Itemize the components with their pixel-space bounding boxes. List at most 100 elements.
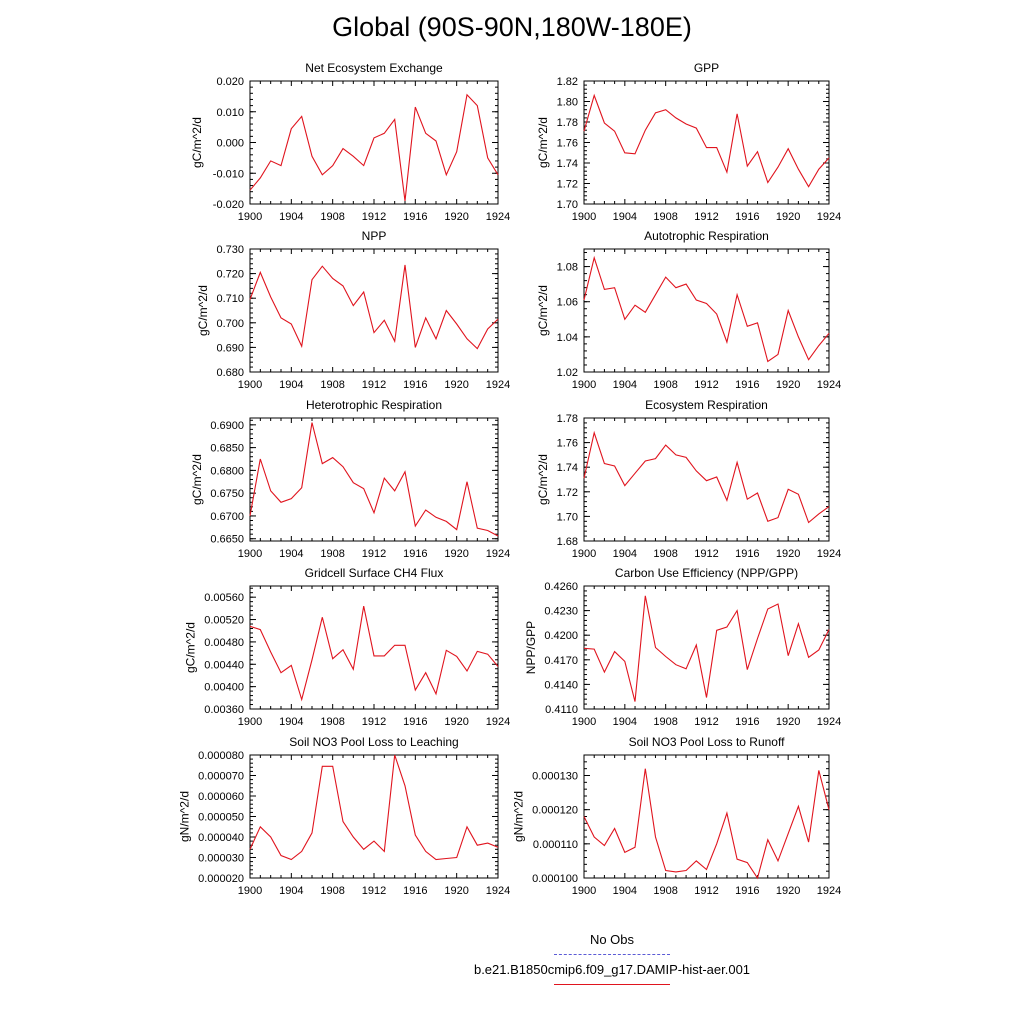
x-tick-label: 1904 <box>279 379 303 391</box>
y-axis-label: gC/m^2/d <box>184 622 198 673</box>
y-tick-label: 0.000030 <box>198 853 244 865</box>
chart-panel: 1900 1904 1908 1912 1916 1920 1924 0.000100 0.00… <box>511 735 841 897</box>
y-axis-label: gC/m^2/d <box>190 117 204 168</box>
legend-line-model-run <box>554 984 670 985</box>
legend-line-no-obs <box>554 954 670 955</box>
y-tick-label: 1.08 <box>557 262 578 274</box>
y-axis-label: gC/m^2/d <box>536 117 550 168</box>
y-tick-label: 0.680 <box>216 367 244 379</box>
x-tick-label: 1920 <box>776 548 800 560</box>
x-tick-label: 1912 <box>362 885 386 897</box>
y-tick-label: 1.74 <box>557 158 578 170</box>
y-tick-label: 0.4260 <box>544 581 578 593</box>
x-tick-label: 1916 <box>403 885 427 897</box>
chart-panel: 1900 1904 1908 1912 1916 1920 1924 1.68 1.70 1.72… <box>536 398 841 560</box>
x-tick-label: 1912 <box>694 885 718 897</box>
y-tick-label: 1.76 <box>557 138 578 150</box>
y-tick-label: 0.6800 <box>210 465 244 477</box>
y-tick-label: 0.000100 <box>532 873 578 885</box>
y-tick-label: 1.68 <box>557 536 578 548</box>
y-tick-label: 1.78 <box>557 413 578 425</box>
y-tick-label: 0.000060 <box>198 791 244 803</box>
x-tick-label: 1920 <box>444 211 468 223</box>
y-axis-label: NPP/GPP <box>524 621 538 674</box>
x-tick-label: 1916 <box>403 716 427 728</box>
y-tick-label: 0.000070 <box>198 771 244 783</box>
chart-title: Gridcell Surface CH4 Flux <box>305 566 444 580</box>
x-tick-label: 1900 <box>572 548 596 560</box>
x-tick-label: 1912 <box>362 716 386 728</box>
y-tick-label: 0.000 <box>216 138 244 150</box>
x-tick-label: 1916 <box>403 211 427 223</box>
y-tick-label: 0.020 <box>216 76 244 88</box>
chart-panel: 1900 1904 1908 1912 1916 1920 1924 1.70 1.72 1.74… <box>536 61 841 223</box>
x-tick-label: 1916 <box>403 548 427 560</box>
x-tick-label: 1904 <box>279 548 303 560</box>
y-tick-label: 1.70 <box>557 199 578 211</box>
y-tick-label: 0.6700 <box>210 511 244 523</box>
x-tick-label: 1916 <box>735 716 759 728</box>
x-tick-label: 1924 <box>486 716 510 728</box>
x-tick-label: 1904 <box>279 716 303 728</box>
y-axis-label: gC/m^2/d <box>536 285 550 336</box>
y-tick-label: 0.4140 <box>544 679 578 691</box>
chart-panel: 1900 1904 1908 1912 1916 1920 1924 0.00360 0.004… <box>184 566 511 728</box>
x-tick-label: 1904 <box>613 885 637 897</box>
x-tick-label: 1900 <box>238 548 262 560</box>
series-line <box>583 93 830 188</box>
y-tick-label: 0.6650 <box>210 534 244 546</box>
x-tick-label: 1920 <box>444 885 468 897</box>
y-tick-label: 0.710 <box>216 293 244 305</box>
legend-label-no-obs: No Obs <box>589 932 635 947</box>
y-tick-label: 0.00560 <box>204 592 244 604</box>
x-tick-label: 1916 <box>735 211 759 223</box>
x-tick-label: 1920 <box>444 548 468 560</box>
x-tick-label: 1904 <box>279 211 303 223</box>
plot-frame <box>249 248 499 373</box>
plot-frame <box>583 417 830 542</box>
y-tick-label: 0.4170 <box>544 655 578 667</box>
x-tick-label: 1916 <box>403 379 427 391</box>
plot-frame <box>249 585 499 710</box>
y-tick-label: 1.02 <box>557 367 578 379</box>
x-tick-label: 1916 <box>735 379 759 391</box>
series-line <box>249 754 499 861</box>
y-tick-label: 1.82 <box>557 76 578 88</box>
page-title: Global (90S-90N,180W-180E) <box>332 12 692 42</box>
x-tick-label: 1924 <box>817 548 841 560</box>
y-tick-label: 1.76 <box>557 438 578 450</box>
y-tick-label: 1.72 <box>557 487 578 499</box>
x-tick-label: 1900 <box>238 211 262 223</box>
plot-frame <box>583 80 830 205</box>
x-tick-label: 1912 <box>694 379 718 391</box>
y-tick-label: 0.700 <box>216 318 244 330</box>
chart-title: Autotrophic Respiration <box>644 229 769 243</box>
x-tick-label: 1904 <box>613 548 637 560</box>
x-tick-label: 1900 <box>238 716 262 728</box>
y-tick-label: 0.000050 <box>198 812 244 824</box>
x-tick-label: 1912 <box>694 211 718 223</box>
chart-panel: 1900 1904 1908 1912 1916 1920 1924 0.000020 0.00… <box>177 735 510 897</box>
series-line <box>249 422 499 537</box>
x-tick-label: 1912 <box>694 548 718 560</box>
x-tick-label: 1900 <box>572 885 596 897</box>
series-line <box>249 264 499 350</box>
y-tick-label: 1.06 <box>557 297 578 309</box>
x-tick-label: 1924 <box>817 379 841 391</box>
plot-frame <box>249 754 499 879</box>
x-tick-label: 1920 <box>776 211 800 223</box>
y-tick-label: 0.000080 <box>198 750 244 762</box>
y-tick-label: 0.00400 <box>204 682 244 694</box>
x-tick-label: 1924 <box>817 211 841 223</box>
x-tick-label: 1900 <box>238 885 262 897</box>
y-tick-label: -0.010 <box>213 168 244 180</box>
y-tick-label: 1.74 <box>557 462 578 474</box>
x-tick-label: 1924 <box>817 885 841 897</box>
y-tick-label: 0.4200 <box>544 630 578 642</box>
x-tick-label: 1908 <box>320 211 344 223</box>
y-tick-label: 0.00440 <box>204 659 244 671</box>
y-tick-label: 0.000120 <box>532 805 578 817</box>
chart-title: Ecosystem Respiration <box>645 398 768 412</box>
y-tick-label: 0.010 <box>216 107 244 119</box>
